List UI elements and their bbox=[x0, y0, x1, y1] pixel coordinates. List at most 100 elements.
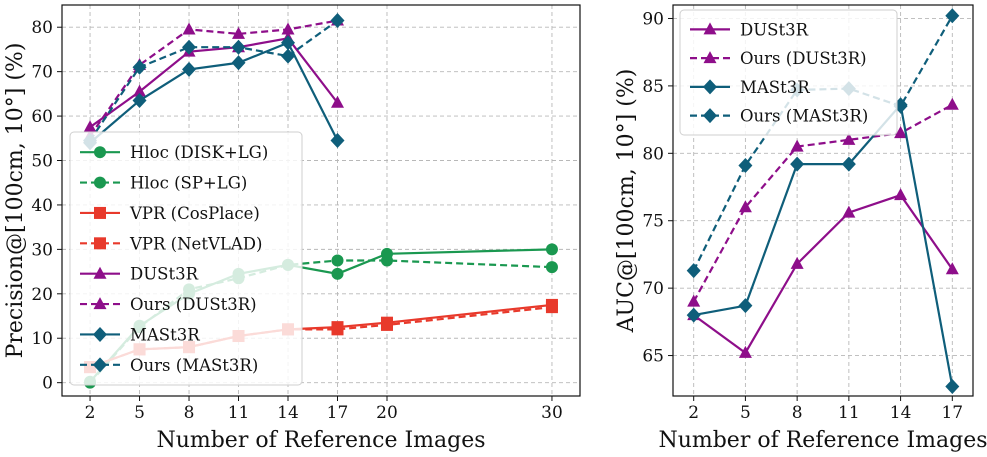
chart2-legend-marker-ours-dust3r bbox=[703, 51, 717, 64]
precision-chart: 2 5 8 11 14 17 20 30 0 10 20 30 40 50 60 70 80 Number of … bbox=[3, 4, 581, 453]
chart2-series-mast3r bbox=[686, 97, 960, 395]
chart2-y-axis-label: AUC@[100cm, 10°] (%) bbox=[614, 69, 639, 334]
chart2-line-dust3r bbox=[693, 193, 954, 355]
chart2-legend-marker-mast3r bbox=[703, 79, 717, 95]
chart2-point-ours-dust3r-11 bbox=[842, 132, 856, 145]
chart1-xtick-label-2: 2 bbox=[85, 403, 96, 423]
chart1-legend-marker-ours-dust3r bbox=[93, 297, 107, 310]
chart2-ytick-label-90: 90 bbox=[642, 9, 664, 29]
chart1-point-ours-mast3r-5 bbox=[132, 59, 147, 75]
chart1-ytick-label-0: 0 bbox=[42, 374, 53, 394]
chart2-ytick-label-75: 75 bbox=[642, 212, 664, 232]
chart2-point-ours-dust3r-17 bbox=[945, 97, 959, 110]
chart2-line-ours-dust3r bbox=[692, 103, 953, 303]
chart1-point-ours-dust3r-14 bbox=[281, 22, 295, 35]
chart2-point-ours-mast3r-17 bbox=[945, 8, 960, 24]
chart2-point-ours-mast3r-2 bbox=[686, 263, 701, 279]
chart1-line-dust3r bbox=[89, 37, 339, 129]
chart1-point-hloc-sp-lg-20 bbox=[380, 254, 393, 267]
chart2-line-mast3r bbox=[693, 102, 954, 387]
chart1-xtick-label-20: 20 bbox=[376, 403, 398, 423]
chart1-point-ours-mast3r-11 bbox=[231, 39, 246, 55]
chart1-point-vpr-netvlad-17 bbox=[331, 323, 344, 336]
chart1-point-dust3r-2 bbox=[83, 120, 97, 133]
chart2-point-dust3r-8 bbox=[790, 256, 804, 269]
chart2-ytick-label-85: 85 bbox=[642, 77, 664, 97]
chart2-point-ours-dust3r-14 bbox=[894, 126, 908, 139]
chart1-legend-marker-mast3r bbox=[93, 326, 107, 342]
chart1-legend-box bbox=[69, 131, 303, 386]
chart1-legend-label-ours-dust3r: Ours (DUSt3R) bbox=[130, 295, 257, 314]
chart2-ytick-label-80: 80 bbox=[642, 144, 664, 164]
chart2-xtick-label-17: 17 bbox=[941, 403, 963, 423]
chart1-xtick-label-14: 14 bbox=[277, 403, 299, 423]
chart2-point-dust3r-17 bbox=[945, 262, 959, 275]
chart1-point-ours-mast3r-17 bbox=[330, 13, 345, 29]
chart1-plot-frame bbox=[61, 4, 581, 397]
chart1-point-hloc-sp-lg-30 bbox=[545, 261, 558, 274]
chart1-ytick-label-30: 30 bbox=[31, 240, 53, 260]
chart2-xtick-label-11: 11 bbox=[838, 403, 860, 423]
chart1-line-mast3r bbox=[89, 41, 339, 144]
chart2-xtick-label-2: 2 bbox=[688, 403, 699, 423]
chart2-point-mast3r-17 bbox=[945, 379, 960, 395]
chart2-legend-marker-dust3r bbox=[703, 22, 717, 35]
chart2-legend-label-ours-mast3r: Ours (MASt3R) bbox=[740, 107, 868, 126]
chart1-xtick-label-30: 30 bbox=[541, 403, 563, 423]
chart1-xtick-label-8: 8 bbox=[184, 403, 195, 423]
chart1-point-mast3r-8 bbox=[182, 61, 197, 77]
chart1-legend-marker-vpr-netvlad bbox=[94, 237, 106, 250]
chart1-ytick-label-50: 50 bbox=[31, 152, 53, 172]
chart1-legend-marker-hloc-disk-lg bbox=[94, 146, 106, 159]
chart1-point-ours-mast3r-14 bbox=[281, 48, 296, 64]
chart2-point-dust3r-11 bbox=[842, 205, 856, 218]
chart1-point-mast3r-17 bbox=[330, 133, 345, 149]
chart2-point-mast3r-11 bbox=[841, 156, 856, 172]
chart1-ytick-label-70: 70 bbox=[31, 63, 53, 83]
auc-chart: 2 5 8 11 14 17 65 70 75 80 85 90 Number of Reference… bbox=[614, 4, 987, 453]
chart1-xtick-label-17: 17 bbox=[327, 403, 349, 423]
chart1-legend-label-vpr-cosplace: VPR (CosPlace) bbox=[129, 204, 260, 223]
chart1-point-ours-dust3r-8 bbox=[182, 22, 196, 35]
chart2-legend-marker-ours-mast3r bbox=[703, 108, 717, 124]
chart1-line-ours-mast3r bbox=[89, 19, 339, 142]
chart1-legend-marker-ours-mast3r bbox=[93, 357, 107, 373]
chart1-point-hloc-disk-lg-30 bbox=[545, 243, 558, 256]
chart1-point-ours-dust3r-11 bbox=[232, 26, 246, 39]
chart2-series-dust3r bbox=[687, 188, 959, 358]
chart1-point-hloc-sp-lg-17 bbox=[331, 254, 344, 267]
chart2-ytick-label-65: 65 bbox=[642, 347, 664, 367]
chart2-point-mast3r-2 bbox=[686, 307, 701, 323]
chart1-point-mast3r-5 bbox=[132, 93, 147, 109]
chart2-series-ours-dust3r bbox=[687, 97, 959, 307]
chart2-legend-label-dust3r: DUSt3R bbox=[740, 20, 809, 39]
chart1-y-axis-label: Precision@[100cm, 10°] (%) bbox=[3, 43, 28, 359]
chart1-point-vpr-netvlad-20 bbox=[380, 318, 393, 331]
chart1-point-mast3r-14 bbox=[281, 35, 296, 51]
chart2-x-axis-label: Number of Reference Images bbox=[658, 428, 987, 453]
chart1-legend: Hloc (DISK+LG) Hloc (SP+LG) VPR (CosPlace)… bbox=[69, 131, 303, 386]
chart1-legend-label-dust3r: DUSt3R bbox=[130, 265, 199, 284]
chart2-point-ours-dust3r-5 bbox=[738, 200, 752, 213]
chart2-point-dust3r-5 bbox=[738, 345, 752, 358]
chart2-legend-box bbox=[679, 9, 898, 136]
chart1-legend-label-vpr-netvlad: VPR (NetVLAD) bbox=[129, 234, 262, 253]
chart2-point-ours-dust3r-8 bbox=[790, 139, 804, 152]
chart1-point-ours-mast3r-8 bbox=[182, 39, 197, 55]
chart1-ytick-label-10: 10 bbox=[31, 329, 53, 349]
chart1-legend-label-mast3r: MASt3R bbox=[130, 325, 200, 344]
chart1-legend-marker-hloc-sp-lg bbox=[94, 176, 106, 189]
chart1-xtick-label-11: 11 bbox=[228, 403, 250, 423]
chart1-legend-marker-dust3r bbox=[93, 266, 107, 279]
chart2-legend-label-ours-dust3r: Ours (DUSt3R) bbox=[740, 49, 867, 68]
chart2-xtick-label-14: 14 bbox=[890, 403, 912, 423]
chart2-point-ours-dust3r-2 bbox=[687, 294, 701, 307]
chart2-point-mast3r-8 bbox=[790, 156, 805, 172]
chart1-ytick-label-80: 80 bbox=[31, 18, 53, 38]
chart2-ytick-label-70: 70 bbox=[642, 279, 664, 299]
chart1-line-ours-dust3r bbox=[89, 19, 338, 137]
chart1-legend-label-ours-mast3r: Ours (MASt3R) bbox=[130, 356, 258, 375]
chart1-point-dust3r-5 bbox=[133, 84, 147, 97]
chart1-x-axis-label: Number of Reference Images bbox=[156, 428, 485, 453]
